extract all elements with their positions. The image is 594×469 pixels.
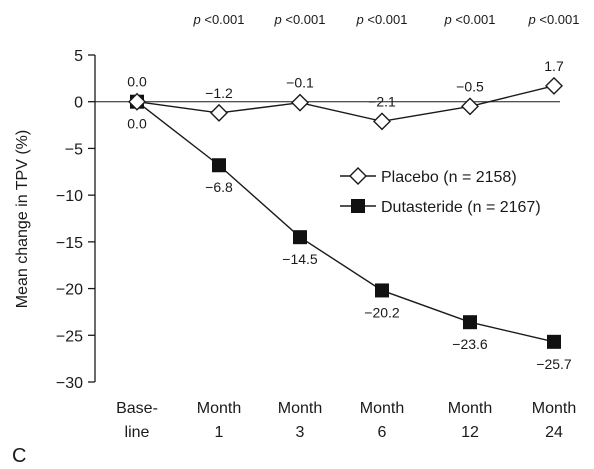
panel-label: C	[12, 445, 26, 467]
x-tick-label-line2: 24	[545, 424, 563, 441]
x-tick-label-line1: Month	[532, 400, 576, 417]
legend-placebo-label: Placebo (n = 2158)	[381, 169, 517, 186]
x-tick-label-line1: Base-	[116, 400, 158, 417]
x-tick-label-line2: 3	[296, 424, 305, 441]
y-tick-label: −30	[56, 375, 83, 392]
dutasteride-data-label: −6.8	[205, 179, 233, 195]
y-tick-label: −20	[56, 282, 83, 299]
dutasteride-series-line	[136, 101, 555, 343]
p-value-label: p <0.001	[528, 12, 580, 27]
y-tick-label: −15	[56, 235, 83, 252]
dutasteride-data-label: −25.7	[536, 356, 572, 372]
y-tick-label: −25	[56, 328, 83, 345]
p-value-label: p <0.001	[193, 12, 245, 27]
placebo-point	[210, 103, 228, 122]
y-tick-label: −10	[56, 188, 83, 205]
placebo-data-label: 0.0	[127, 74, 147, 90]
dutasteride-data-label: 0.0	[127, 116, 147, 132]
dutasteride-point	[375, 283, 389, 298]
data-labels: 0.0 −1.2 −0.1 −2.1 −0.5 1.7 0.0 −6.8 −14.5 −20.2 −…	[127, 58, 572, 372]
placebo-data-label: −2.1	[368, 93, 396, 109]
x-tick-label-line1: Month	[197, 400, 241, 417]
y-axis: 5 0 −5 −10 −15 −20 −25 −30	[56, 48, 560, 392]
placebo-data-label: −1.2	[205, 85, 233, 101]
x-tick-label-line2: line	[125, 424, 150, 441]
p-value-row: p <0.001 p <0.001 p <0.001 p <0.001 p <0.001	[193, 12, 580, 27]
placebo-data-label: 1.7	[544, 58, 564, 74]
placebo-point	[461, 97, 479, 116]
x-tick-label-line1: Month	[360, 400, 404, 417]
dutasteride-data-label: −20.2	[364, 304, 400, 320]
dutasteride-point	[293, 230, 307, 245]
placebo-point	[128, 92, 146, 111]
x-tick-label-line1: Month	[448, 400, 492, 417]
y-tick-label: 0	[74, 95, 83, 112]
x-tick-label-line2: 1	[215, 424, 224, 441]
dutasteride-point	[547, 334, 561, 349]
y-axis-title: Mean change in TPV (%)	[14, 130, 31, 308]
x-tick-label-line2: 6	[378, 424, 387, 441]
x-tick-label-line2: 12	[461, 424, 479, 441]
series-layer	[128, 76, 563, 349]
p-value-label: p <0.001	[356, 12, 408, 27]
y-tick-label: 5	[74, 48, 83, 65]
placebo-point	[291, 93, 309, 112]
p-value-label: p <0.001	[274, 12, 326, 27]
dutasteride-data-label: −23.6	[452, 336, 488, 352]
legend-dutasteride-label: Dutasteride (n = 2167)	[381, 199, 541, 216]
p-value-label: p <0.001	[444, 12, 496, 27]
x-axis: Base-line Month 1 Month 3 Month 6 Month 12 Month 2…	[116, 400, 576, 441]
dutasteride-point	[212, 158, 226, 173]
legend-placebo-marker	[349, 167, 367, 185]
dutasteride-data-label: −14.5	[282, 251, 318, 267]
legend-dutasteride-marker	[351, 199, 365, 213]
x-tick-label-line1: Month	[278, 400, 322, 417]
placebo-data-label: −0.1	[286, 75, 314, 91]
placebo-series-line	[136, 85, 555, 123]
placebo-point	[373, 112, 391, 131]
placebo-point	[545, 76, 563, 95]
legend: Placebo (n = 2158) Dutasteride (n = 2167)	[340, 167, 541, 216]
y-tick-label: −5	[65, 141, 83, 158]
dutasteride-point	[463, 315, 477, 330]
placebo-data-label: −0.5	[456, 78, 484, 94]
